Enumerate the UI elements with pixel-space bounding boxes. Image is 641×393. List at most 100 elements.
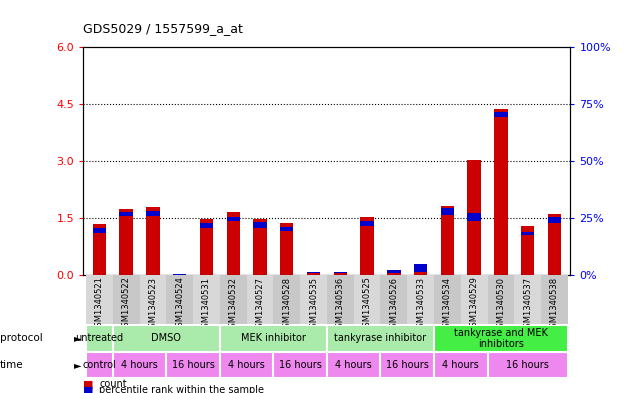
Text: GSM1340526: GSM1340526 [389,277,398,332]
Bar [146,211,160,216]
Bar [354,275,381,324]
Bar [434,325,568,352]
Bar [521,226,535,275]
Bar [434,352,488,378]
Bar [140,275,166,324]
Bar [548,217,561,223]
Bar [360,217,374,275]
Bar [119,209,133,275]
Bar [541,275,568,324]
Bar [193,275,220,324]
Bar [119,212,133,216]
Bar [467,213,481,221]
Bar [514,275,541,324]
Text: GDS5029 / 1557599_a_at: GDS5029 / 1557599_a_at [83,22,243,35]
Text: 4 hours: 4 hours [228,360,265,370]
Text: GSM1340530: GSM1340530 [496,277,505,332]
Bar [548,213,561,275]
Text: GSM1340531: GSM1340531 [202,277,211,332]
Text: GSM1340535: GSM1340535 [309,277,318,332]
Text: 16 hours: 16 hours [386,360,429,370]
Bar [360,221,374,226]
Text: GSM1340533: GSM1340533 [416,277,425,333]
Text: GSM1340527: GSM1340527 [256,277,265,332]
Text: protocol: protocol [0,333,43,343]
Bar [467,160,481,275]
Text: ■: ■ [83,385,94,393]
Bar [113,275,140,324]
Bar [488,352,568,378]
Bar [173,274,187,275]
Text: GSM1340522: GSM1340522 [122,277,131,332]
Bar [440,206,454,275]
Text: GSM1340528: GSM1340528 [282,277,291,332]
Bar [220,352,273,378]
Text: GSM1340521: GSM1340521 [95,277,104,332]
Bar [200,219,213,275]
Bar [494,112,508,118]
Text: ■: ■ [83,379,94,389]
Bar [327,325,434,352]
Bar [327,352,381,378]
Bar [166,275,193,324]
Bar [440,208,454,215]
Bar [247,275,273,324]
Bar [173,274,187,275]
Text: MEK inhibitor: MEK inhibitor [241,333,306,343]
Bar [300,275,327,324]
Bar [86,325,113,352]
Text: untreated: untreated [76,333,124,343]
Bar [226,212,240,275]
Text: GSM1340537: GSM1340537 [523,277,532,333]
Bar [86,352,113,378]
Bar [381,275,407,324]
Text: 16 hours: 16 hours [506,360,549,370]
Text: GSM1340536: GSM1340536 [336,277,345,333]
Text: GSM1340538: GSM1340538 [550,277,559,333]
Bar [461,275,488,324]
Bar [166,352,220,378]
Text: GSM1340523: GSM1340523 [149,277,158,332]
Text: ►: ► [74,333,81,343]
Bar [273,352,327,378]
Text: GSM1340524: GSM1340524 [175,277,184,332]
Text: GSM1340529: GSM1340529 [470,277,479,332]
Bar [146,208,160,275]
Bar [280,227,294,231]
Text: 4 hours: 4 hours [121,360,158,370]
Bar [414,264,428,272]
Bar [434,275,461,324]
Text: tankyrase inhibitor: tankyrase inhibitor [335,333,426,343]
Text: control: control [83,360,116,370]
Bar [220,275,247,324]
Text: tankyrase and MEK
inhibitors: tankyrase and MEK inhibitors [454,328,548,349]
Text: 4 hours: 4 hours [442,360,479,370]
Text: time: time [0,360,24,370]
Text: DMSO: DMSO [151,333,181,343]
Bar [93,224,106,275]
Bar [273,275,300,324]
Text: GSM1340532: GSM1340532 [229,277,238,332]
Bar [226,217,240,221]
Bar [381,352,434,378]
Text: GSM1340534: GSM1340534 [443,277,452,332]
Bar [307,272,320,273]
Bar [387,270,401,275]
Text: 16 hours: 16 hours [279,360,322,370]
Text: 4 hours: 4 hours [335,360,372,370]
Bar [253,222,267,228]
Bar [407,275,434,324]
Text: 16 hours: 16 hours [172,360,215,370]
Bar [333,272,347,275]
Bar [414,267,428,275]
Bar [200,223,213,228]
Bar [333,272,347,273]
Bar [86,275,113,324]
Bar [521,232,535,235]
Bar [280,223,294,275]
Bar [253,219,267,275]
Text: count: count [99,379,127,389]
Bar [307,272,320,275]
Text: ►: ► [74,360,81,370]
Text: percentile rank within the sample: percentile rank within the sample [99,385,264,393]
